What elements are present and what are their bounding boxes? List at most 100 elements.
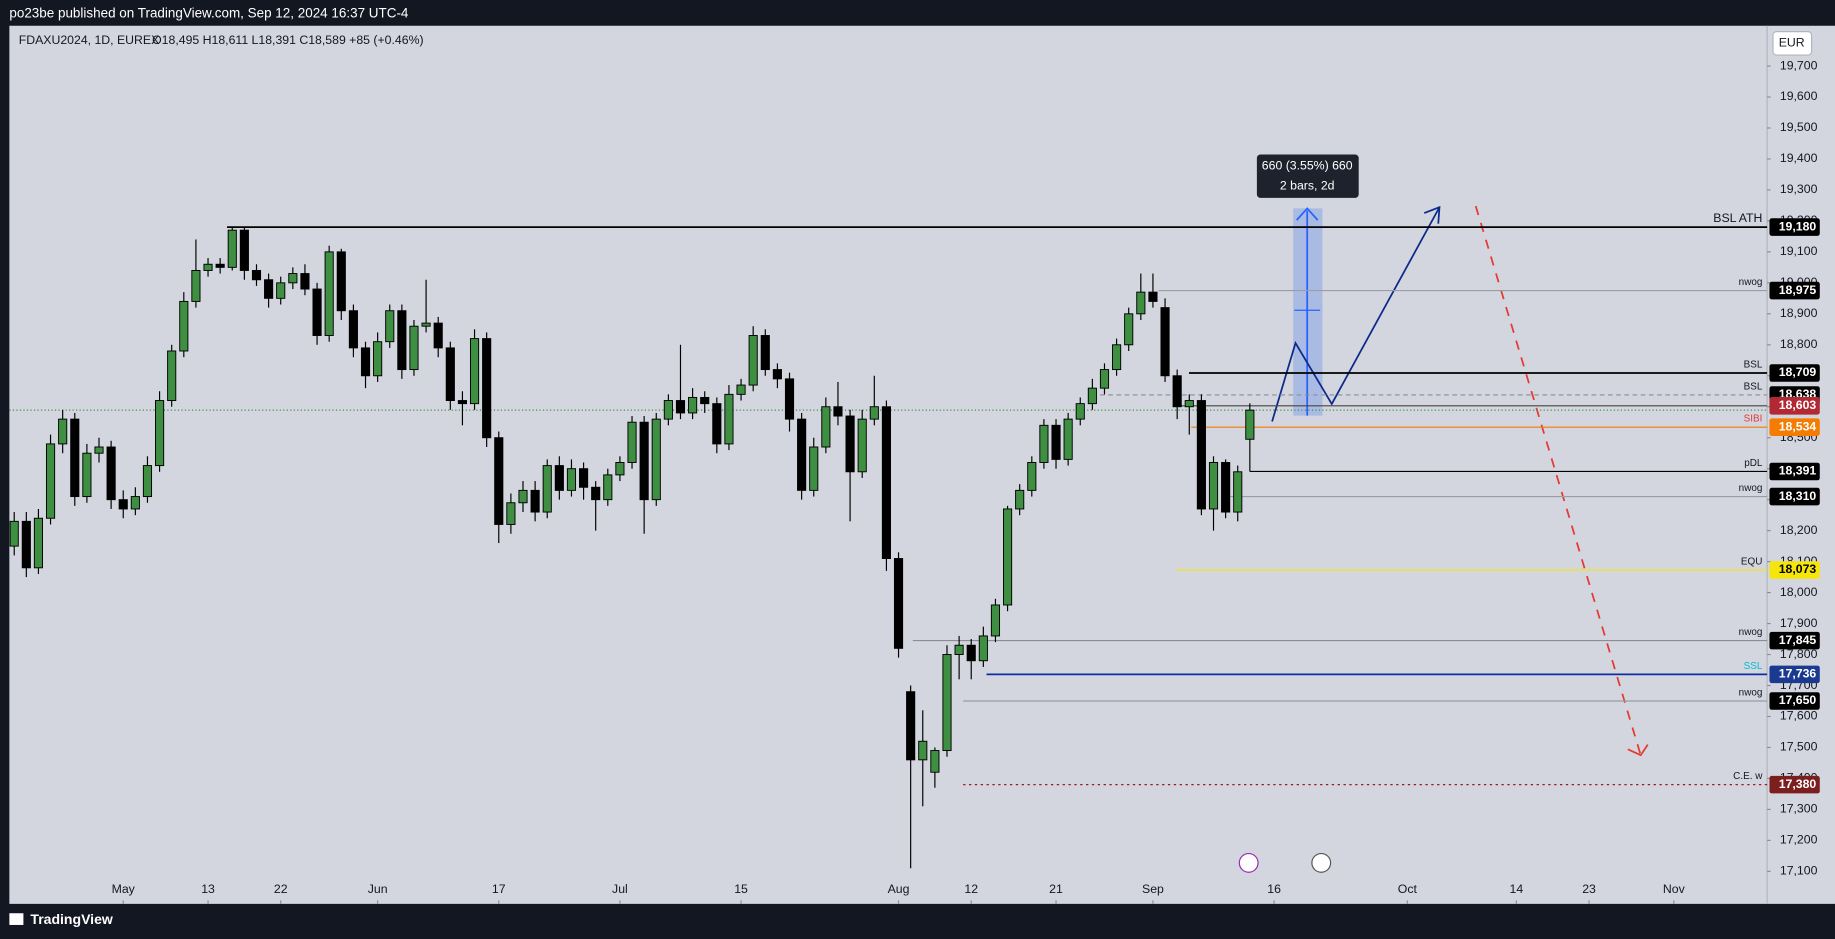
y-tick-label: 19,600 (1780, 89, 1818, 103)
y-tick-label: 19,400 (1780, 151, 1818, 165)
candle-body (784, 378, 795, 420)
x-tick-label: 12 (964, 882, 978, 896)
measure-box (1256, 154, 1359, 198)
candle-body (954, 644, 964, 656)
level-tag: nwog (1739, 627, 1763, 638)
level-tag: nwog (1739, 277, 1763, 288)
candle-body (627, 421, 637, 463)
candle-body (603, 474, 613, 501)
candle-body (94, 446, 104, 454)
candle-body (651, 418, 661, 501)
x-tick-label: Jul (612, 882, 628, 896)
price-label-bg (1769, 462, 1820, 481)
candle-body (360, 347, 371, 377)
candle-body (639, 421, 649, 501)
y-tick-label: 18,800 (1780, 337, 1818, 351)
candle-body (227, 229, 237, 268)
candle-body (312, 288, 322, 336)
y-tick-label: 17,900 (1780, 616, 1818, 630)
candle-body (1208, 462, 1219, 510)
candle-body (966, 644, 976, 662)
candle-body (797, 418, 807, 491)
candle-body (33, 517, 44, 569)
candle-body (324, 251, 334, 336)
level-tag: SSL (1744, 661, 1763, 672)
symbol: FDAXU2024, 1D, EUREX (19, 33, 160, 47)
candle-body (179, 300, 189, 352)
candle-body (579, 468, 589, 488)
candle-body (1099, 369, 1110, 389)
candle-body (724, 393, 734, 445)
candle-body (990, 604, 1001, 637)
price-label-bg (1769, 561, 1820, 579)
x-tick-label: Jun (368, 882, 388, 896)
candle-body (203, 263, 213, 271)
candle-body (881, 406, 891, 559)
candle-body (566, 468, 577, 491)
candle-body (591, 486, 601, 501)
x-tick-label: 21 (1049, 882, 1063, 896)
price-label: 17,650 (1779, 693, 1817, 707)
candle-body (397, 310, 407, 371)
candle-body (1245, 409, 1255, 440)
event-icon[interactable] (1238, 852, 1259, 873)
candle-body (530, 489, 540, 513)
price-label: 18,709 (1779, 365, 1817, 379)
level-tag: C.E. w (1733, 771, 1763, 782)
event-icon[interactable] (1311, 852, 1332, 873)
candle-body (445, 347, 455, 402)
candle-body (518, 489, 528, 504)
candle-body (736, 384, 746, 395)
x-tick-label: 23 (1582, 882, 1596, 896)
candle-body (1136, 291, 1146, 315)
price-label: 19,180 (1779, 219, 1817, 233)
candle-body (1075, 403, 1085, 420)
candle-body (869, 406, 879, 420)
candle-body (9, 520, 19, 547)
candle-body (433, 322, 443, 349)
level-tag: BSL (1744, 359, 1763, 370)
price-label: 18,534 (1779, 419, 1817, 433)
candle-body (155, 400, 165, 467)
candle-body (821, 406, 831, 448)
candle-body (373, 341, 383, 377)
x-tick-label: Nov (1663, 882, 1686, 896)
candle-body (21, 520, 31, 569)
currency[interactable]: EUR (1779, 36, 1805, 50)
candle-body (1221, 462, 1231, 513)
price-label-bg (1769, 281, 1820, 300)
candle-body (1160, 307, 1170, 377)
candle-body (385, 310, 395, 343)
candle-body (1233, 471, 1243, 513)
price-label: 17,380 (1779, 777, 1817, 791)
measure-text: 660 (3.55%) 660 (1262, 159, 1353, 173)
projection-head (1423, 205, 1441, 224)
price-label: 17,736 (1779, 667, 1817, 681)
candle-body (118, 499, 128, 510)
candle-body (251, 269, 262, 281)
plot-area (9, 25, 1835, 904)
level-tag: BSL ATH (1713, 211, 1762, 225)
candle-body (409, 325, 419, 371)
level-tag: pDL (1744, 458, 1763, 469)
candle-body (215, 263, 225, 268)
bear-projection-head (1627, 744, 1649, 757)
level-tag: nwog (1739, 483, 1763, 494)
candle-body (542, 465, 552, 513)
candle-body (264, 279, 274, 299)
candle-body (482, 338, 492, 439)
y-tick-label: 18,200 (1780, 523, 1818, 537)
measure-arrow-head (1296, 207, 1319, 221)
currency-button[interactable] (1772, 31, 1813, 56)
price-label-bg (1769, 418, 1820, 436)
y-tick-label: 18,900 (1780, 306, 1818, 320)
candle-body (712, 403, 722, 445)
candle-body (82, 452, 92, 498)
x-tick-label: 13 (201, 882, 215, 896)
level-tag: SIBI (1744, 414, 1763, 425)
y-tick-label: 17,100 (1780, 864, 1818, 878)
price-label: 17,845 (1779, 633, 1817, 647)
price-label: 18,975 (1779, 283, 1817, 297)
candle-body (700, 396, 710, 405)
